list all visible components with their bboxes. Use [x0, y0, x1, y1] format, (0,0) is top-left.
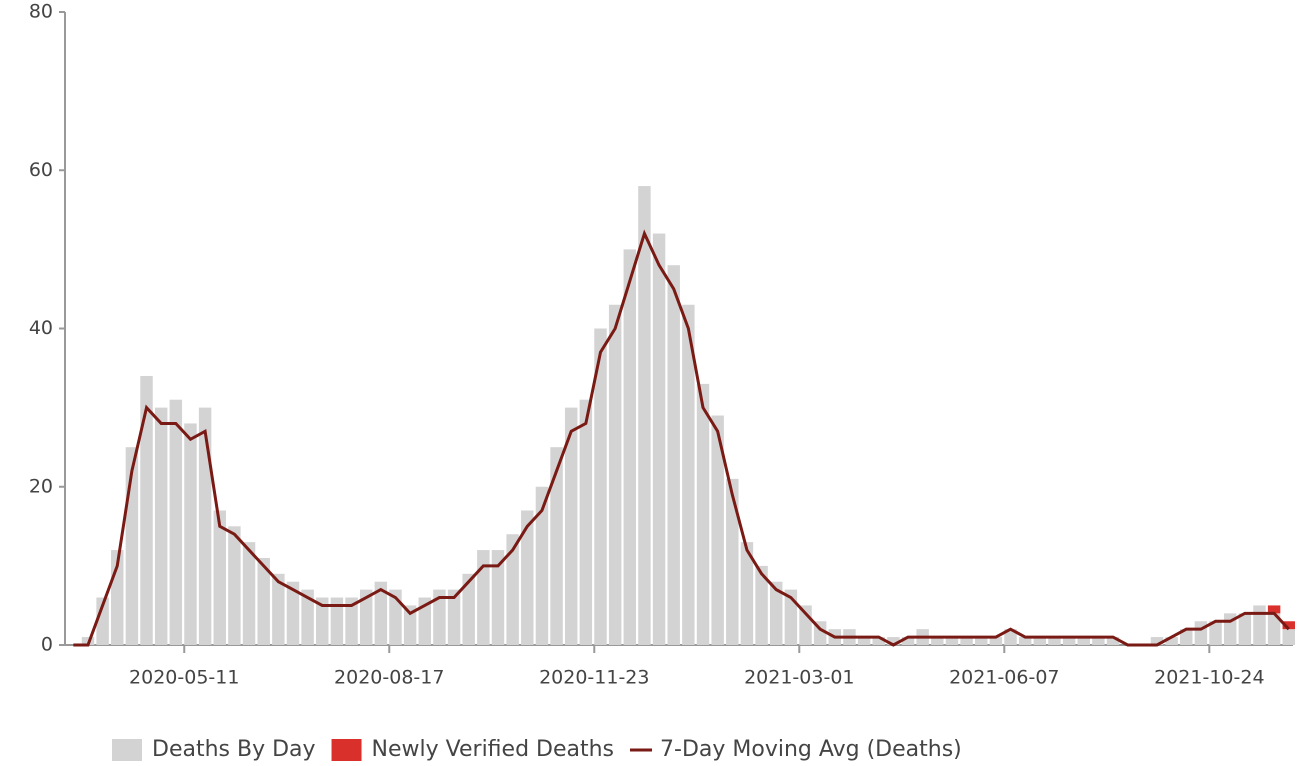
bar	[931, 637, 944, 645]
y-tick-label: 20	[29, 475, 53, 497]
y-tick-label: 80	[29, 1, 53, 23]
bar	[594, 328, 607, 645]
bar	[140, 375, 153, 645]
legend-label: Deaths By Day	[152, 737, 316, 762]
bar	[462, 573, 475, 645]
x-tick-label: 2020-11-23	[539, 667, 649, 689]
bar	[154, 407, 168, 645]
bar	[1282, 621, 1295, 630]
bar	[887, 637, 900, 645]
bar	[975, 637, 988, 645]
bar	[1048, 637, 1061, 645]
bar	[521, 510, 534, 645]
bar	[564, 407, 578, 645]
bar	[1077, 637, 1090, 645]
bar	[638, 186, 651, 645]
bar	[667, 265, 680, 645]
bar	[316, 597, 329, 645]
bar	[272, 573, 285, 645]
bar	[726, 478, 739, 645]
legend-label: 7-Day Moving Avg (Deaths)	[660, 737, 962, 762]
bar	[301, 589, 314, 645]
bar	[359, 589, 373, 645]
x-tick-label: 2020-08-17	[334, 667, 444, 689]
bar	[755, 565, 768, 645]
legend-swatch	[331, 739, 362, 761]
legend-label: Newly Verified Deaths	[372, 737, 614, 762]
bar	[506, 534, 519, 645]
bar	[1018, 637, 1032, 645]
bar	[579, 399, 593, 645]
bar	[1165, 637, 1178, 645]
bar	[960, 637, 973, 645]
bar	[418, 597, 431, 645]
bar	[550, 447, 563, 645]
bar	[857, 637, 871, 645]
bar	[184, 423, 197, 645]
bar	[784, 589, 798, 645]
bar	[228, 526, 241, 645]
bar	[608, 304, 622, 645]
bar	[989, 637, 1003, 645]
bar	[1267, 605, 1281, 614]
bar	[623, 249, 637, 645]
bar	[96, 597, 109, 645]
x-tick-label: 2020-05-11	[129, 667, 239, 689]
bar	[1180, 629, 1193, 645]
bar	[389, 589, 402, 645]
bar	[770, 581, 783, 645]
bar	[1092, 637, 1105, 645]
bar	[257, 557, 270, 645]
bar	[652, 233, 666, 646]
bar	[169, 399, 183, 645]
bar	[1150, 637, 1164, 645]
bar	[491, 550, 505, 645]
bar	[1209, 621, 1222, 645]
bar	[1062, 637, 1076, 645]
bar	[330, 597, 344, 645]
bar	[345, 597, 358, 645]
bar	[1282, 629, 1295, 645]
bar	[872, 637, 885, 645]
bar	[374, 581, 388, 645]
bar	[477, 550, 490, 645]
bar	[242, 542, 256, 645]
bar	[198, 407, 212, 645]
bar	[1033, 637, 1047, 645]
bar	[740, 542, 754, 645]
bar	[1106, 637, 1120, 645]
x-tick-label: 2021-06-07	[949, 667, 1059, 689]
bar	[403, 605, 417, 645]
bar	[945, 637, 959, 645]
bar	[447, 589, 461, 645]
bar	[901, 637, 915, 645]
y-tick-label: 0	[41, 634, 53, 656]
bar	[1267, 613, 1281, 645]
bar	[711, 415, 724, 645]
x-tick-label: 2021-10-24	[1154, 667, 1264, 689]
bar	[682, 304, 695, 645]
x-tick-label: 2021-03-01	[744, 667, 854, 689]
bar	[696, 383, 710, 645]
bar	[286, 581, 300, 645]
legend-swatch	[112, 739, 142, 761]
bar	[1194, 621, 1208, 645]
bar	[535, 486, 549, 645]
y-tick-label: 60	[29, 159, 53, 181]
y-tick-label: 40	[29, 317, 53, 339]
bar	[1238, 613, 1252, 645]
line	[73, 229, 1290, 647]
bar	[213, 510, 226, 645]
bar	[1004, 629, 1017, 645]
bar	[1253, 605, 1266, 645]
bar	[433, 589, 446, 645]
